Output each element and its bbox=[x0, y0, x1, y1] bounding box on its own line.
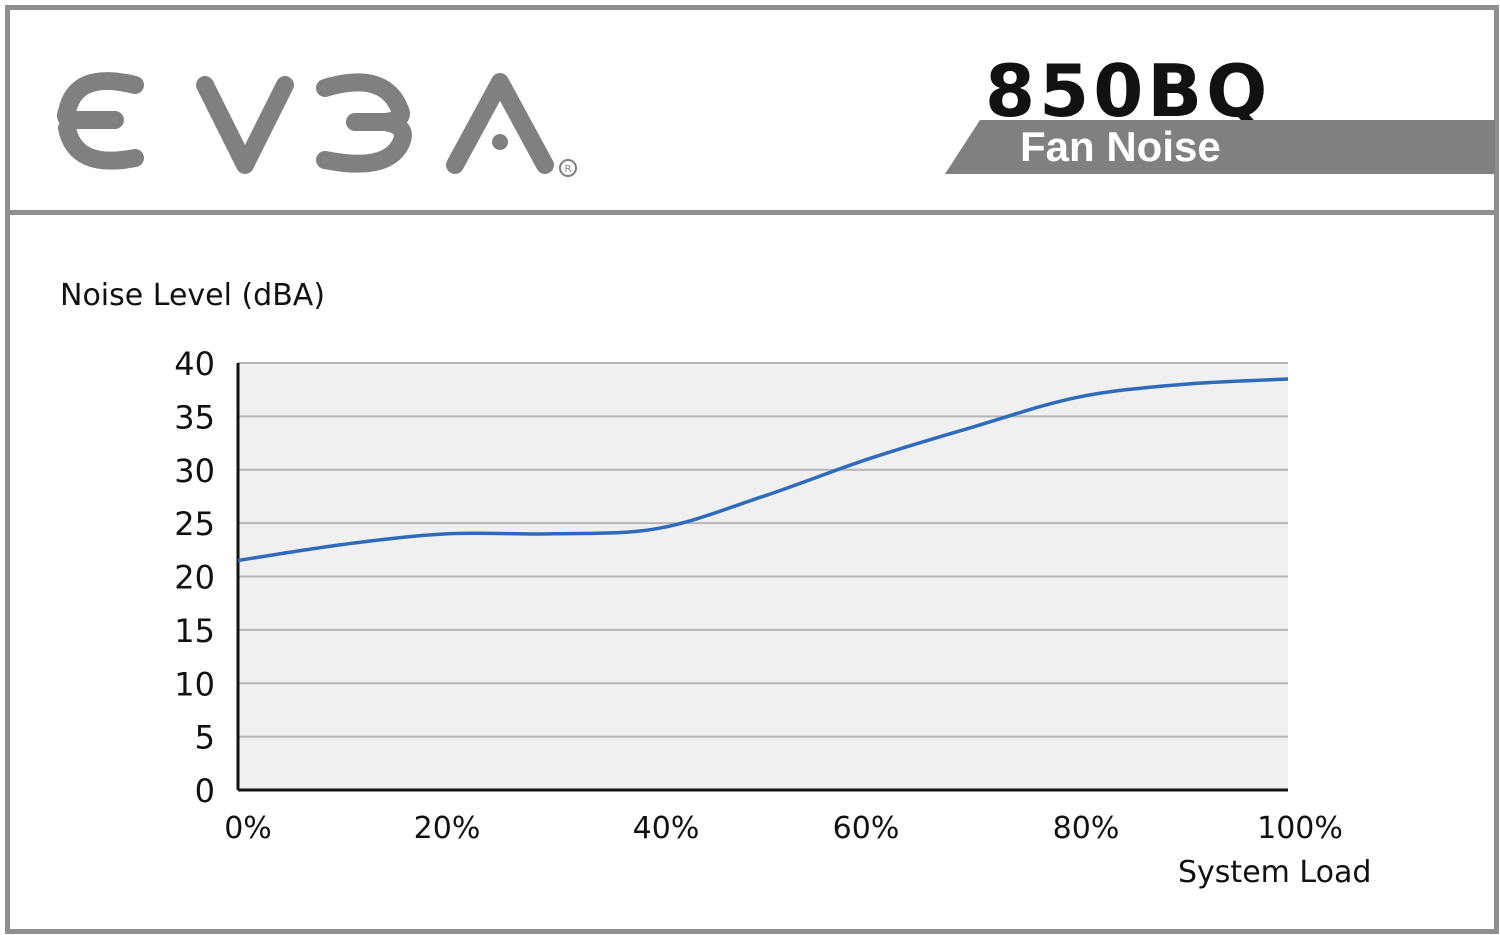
subtitle-banner bbox=[945, 120, 1495, 174]
subtitle-text: Fan Noise bbox=[1020, 123, 1221, 170]
plot-band bbox=[238, 576, 1288, 630]
outer-frame bbox=[5, 5, 1499, 934]
y-tick-label: 25 bbox=[174, 505, 215, 543]
y-tick-label: 10 bbox=[174, 665, 215, 703]
x-tick-label: 100% bbox=[1257, 811, 1343, 846]
x-tick-label: 20% bbox=[414, 811, 481, 846]
noise-series-line bbox=[237, 377, 1289, 563]
y-tick-label: 15 bbox=[174, 612, 215, 650]
y-tick-label: 0 bbox=[195, 772, 215, 810]
model-name: 850BQ bbox=[985, 49, 1272, 133]
y-tick-label: 20 bbox=[174, 559, 215, 597]
x-tick-label: 60% bbox=[833, 811, 900, 846]
evga-logo: R bbox=[57, 72, 577, 177]
plot-band bbox=[238, 363, 1288, 417]
y-tick-label: 35 bbox=[174, 398, 215, 436]
plot-band bbox=[238, 683, 1288, 737]
plot-band bbox=[238, 629, 1288, 684]
plot-band bbox=[238, 736, 1288, 790]
svg-text:R: R bbox=[565, 164, 572, 175]
plot-band bbox=[238, 416, 1288, 470]
x-tick-label: 80% bbox=[1053, 811, 1120, 846]
y-tick-label: 5 bbox=[195, 719, 215, 757]
y-axis-label: Noise Level (dBA) bbox=[60, 278, 326, 313]
plot-band bbox=[238, 523, 1288, 577]
x-axis-label: System Load bbox=[1178, 855, 1372, 890]
header-divider bbox=[5, 210, 1499, 215]
y-tick-label: 40 bbox=[174, 345, 215, 383]
y-tick-label: 30 bbox=[174, 452, 215, 490]
x-tick-label: 40% bbox=[633, 811, 700, 846]
x-tick-label: 0% bbox=[224, 811, 272, 846]
